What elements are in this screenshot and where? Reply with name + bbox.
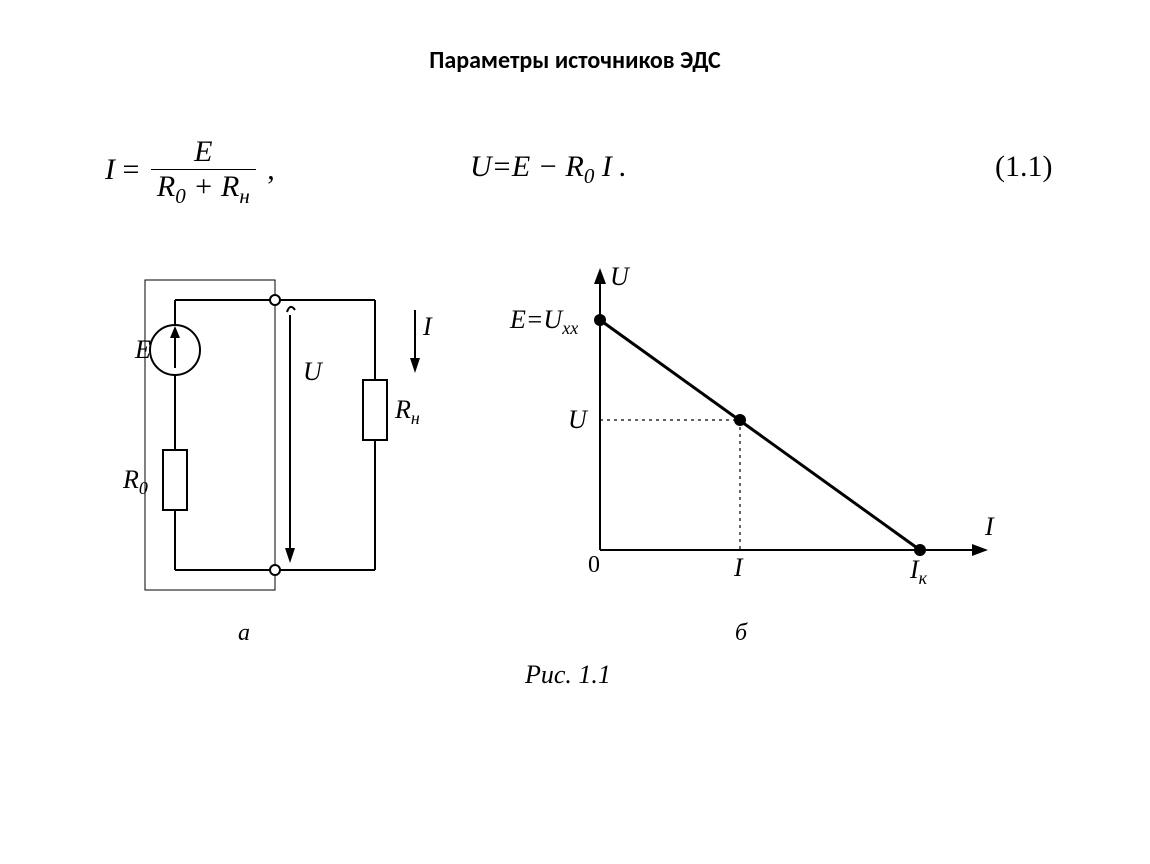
eq1-num: E bbox=[151, 135, 256, 169]
equation-number: (1.1) bbox=[995, 150, 1052, 184]
eq1-den: R0 + Rн bbox=[151, 169, 256, 209]
label-I: I bbox=[422, 312, 433, 341]
label-R0: R0 bbox=[122, 465, 148, 498]
label-U: U bbox=[303, 357, 324, 386]
page: Параметры источников ЭДС I = E R0 + Rн ,… bbox=[0, 0, 1150, 864]
mid-y-label: U bbox=[568, 405, 589, 434]
equation-current: I = E R0 + Rн , bbox=[105, 135, 275, 209]
panel-b-label: б bbox=[735, 620, 747, 647]
iv-graph: 0 U I E=Uхх U I Iк bbox=[490, 260, 1010, 600]
label-E: E bbox=[134, 335, 151, 364]
y-axis-label: U bbox=[610, 262, 631, 291]
y-intercept-label: E=Uхх bbox=[509, 305, 578, 338]
origin-label: 0 bbox=[588, 552, 600, 578]
eq1-fraction: E R0 + Rн bbox=[151, 135, 256, 209]
circuit-diagram: E R0 Rн U I bbox=[115, 270, 435, 610]
eq1-equals: = bbox=[123, 153, 140, 186]
x-axis-label: I bbox=[984, 512, 995, 541]
eq1-trail: , bbox=[267, 153, 275, 186]
equation-voltage: U=E − R0 I . bbox=[470, 150, 627, 189]
eq1-lhs: I bbox=[105, 153, 115, 186]
panel-a-label: а bbox=[238, 620, 250, 647]
figure-caption: Рис. 1.1 bbox=[525, 660, 611, 690]
x-intercept-label: Iк bbox=[909, 555, 928, 588]
label-Rn: Rн bbox=[394, 395, 420, 428]
page-title: Параметры источников ЭДС bbox=[0, 46, 1150, 75]
mid-x-label: I bbox=[733, 553, 744, 582]
